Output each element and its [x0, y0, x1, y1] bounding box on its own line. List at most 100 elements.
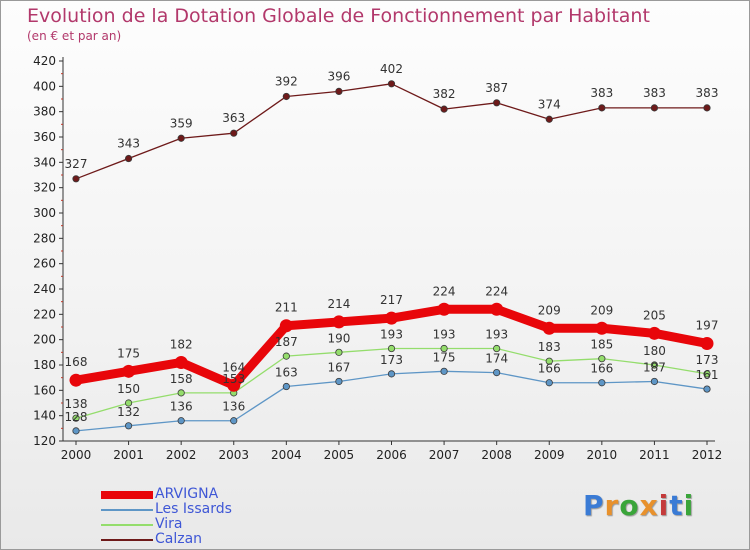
data-point-calzan — [72, 175, 80, 183]
legend-swatch-calzan — [101, 539, 153, 541]
legend-swatch-vira — [101, 524, 153, 526]
data-point-calzan — [177, 134, 185, 142]
data-point-les-issards — [545, 379, 553, 387]
y-tick-label: 200 — [33, 333, 56, 347]
data-label-les-issards: 136 — [170, 400, 193, 414]
data-label-arvigna: 205 — [643, 308, 666, 322]
data-label-vira: 158 — [170, 372, 193, 386]
data-point-vira — [650, 361, 659, 369]
legend-label-vira: Vira — [155, 516, 183, 532]
data-point-calzan — [387, 80, 396, 88]
data-point-vira — [598, 355, 606, 363]
data-label-calzan: 343 — [117, 137, 140, 151]
data-label-arvigna: 164 — [222, 360, 245, 374]
data-label-calzan: 359 — [170, 116, 193, 130]
y-tick-label: 180 — [33, 358, 56, 372]
x-tick-label: 2005 — [324, 448, 355, 462]
data-point-arvigna — [69, 373, 83, 387]
data-point-les-issards — [493, 368, 501, 377]
data-label-vira: 187 — [275, 335, 298, 349]
data-label-les-issards: 132 — [117, 405, 140, 419]
y-tick-label: 280 — [33, 231, 56, 245]
data-point-les-issards — [230, 417, 238, 425]
data-label-les-issards: 175 — [433, 350, 456, 364]
data-label-vira: 193 — [485, 328, 508, 342]
data-label-vira: 193 — [433, 328, 456, 342]
data-point-les-issards — [598, 379, 606, 387]
data-label-les-issards: 166 — [590, 362, 613, 376]
data-label-vira: 185 — [590, 338, 613, 352]
logo-letter: P — [583, 489, 605, 522]
x-tick-label: 2009 — [534, 448, 565, 462]
data-label-arvigna: 209 — [538, 303, 561, 317]
x-tick-label: 2002 — [166, 448, 197, 462]
data-point-vira — [282, 352, 290, 360]
data-point-calzan — [703, 104, 711, 112]
x-tick-label: 2006 — [376, 448, 407, 462]
x-tick-label: 2007 — [429, 448, 460, 462]
logo-letter: r — [604, 489, 620, 522]
y-tick-label: 140 — [33, 409, 56, 423]
legend-label-les-issards: Les Issards — [155, 501, 232, 517]
data-label-vira: 190 — [327, 331, 350, 345]
y-tick-label: 240 — [33, 282, 56, 296]
data-point-arvigna — [542, 321, 556, 335]
data-label-arvigna: 224 — [485, 284, 508, 298]
data-label-calzan: 396 — [327, 69, 350, 83]
data-label-calzan: 383 — [590, 86, 613, 100]
data-label-les-issards: 187 — [643, 360, 666, 374]
data-point-vira — [545, 357, 553, 365]
data-point-les-issards — [387, 370, 396, 378]
data-label-calzan: 383 — [696, 86, 719, 100]
data-point-calzan — [230, 129, 238, 137]
logo-letter: t — [669, 489, 684, 522]
data-point-les-issards — [335, 377, 343, 386]
data-label-calzan: 374 — [538, 97, 561, 111]
data-point-arvigna — [595, 321, 609, 335]
data-point-arvigna — [700, 336, 714, 350]
x-tick-label: 2011 — [639, 448, 670, 462]
data-label-vira: 138 — [65, 397, 88, 411]
data-point-arvigna — [227, 378, 241, 392]
data-point-arvigna — [332, 315, 346, 329]
data-label-arvigna: 182 — [170, 337, 193, 351]
data-label-les-issards: 163 — [275, 366, 298, 380]
data-label-vira: 193 — [380, 328, 403, 342]
legend-swatch-les-issards — [101, 509, 153, 511]
data-label-arvigna: 175 — [117, 346, 140, 360]
y-tick-label: 260 — [33, 257, 56, 271]
data-label-calzan: 402 — [380, 62, 403, 76]
data-labels: 327 343 359 363 392 396 402 382 387 374 383 383 383 1… — [65, 62, 719, 424]
data-label-les-issards: 136 — [222, 400, 245, 414]
data-point-les-issards — [124, 422, 133, 430]
logo-letter: x — [639, 489, 659, 522]
data-label-arvigna: 214 — [327, 297, 350, 311]
data-point-arvigna — [437, 302, 451, 316]
data-label-arvigna: 217 — [380, 293, 403, 307]
data-point-arvigna — [647, 326, 661, 340]
data-point-les-issards — [177, 417, 185, 425]
y-tick-label: 380 — [33, 105, 56, 119]
data-point-les-issards — [440, 367, 448, 375]
data-point-calzan — [124, 154, 133, 163]
data-point-vira — [703, 370, 711, 378]
data-label-arvigna: 209 — [590, 303, 613, 317]
data-point-calzan — [493, 99, 501, 107]
data-label-les-issards: 167 — [327, 360, 350, 374]
data-point-calzan — [335, 87, 343, 96]
data-label-arvigna: 211 — [275, 301, 298, 315]
data-label-arvigna: 224 — [433, 284, 456, 298]
y-tick-label: 320 — [33, 181, 56, 195]
data-point-calzan — [598, 104, 606, 112]
data-point-arvigna — [279, 319, 293, 333]
data-label-arvigna: 168 — [65, 355, 88, 369]
data-label-calzan: 327 — [65, 157, 88, 171]
data-label-calzan: 387 — [485, 81, 508, 95]
data-label-vira: 173 — [696, 353, 719, 367]
data-point-les-issards — [703, 385, 711, 393]
data-point-vira — [387, 344, 396, 353]
y-tick-label: 360 — [33, 130, 56, 144]
data-point-arvigna — [174, 355, 188, 369]
